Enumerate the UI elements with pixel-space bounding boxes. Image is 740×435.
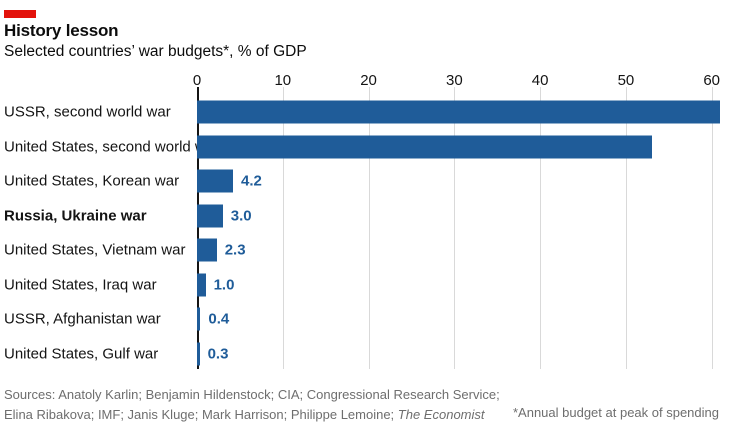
sources-economist-credit: The Economist — [397, 407, 485, 422]
plot-area — [197, 87, 720, 369]
x-axis-tick-labels: 0 10 20 30 40 50 60 — [0, 72, 740, 90]
bar-row: USSR, second world war — [0, 95, 740, 130]
value-label: 2.3 — [224, 241, 246, 259]
axis-tick-label: 30 — [446, 72, 463, 89]
gridline — [625, 87, 627, 369]
sources-note: Sources: Anatoly Karlin; Benjamin Hilden… — [4, 385, 500, 425]
bar-row: United States, Iraq war 1.0 — [0, 268, 740, 303]
category-label: United States, Vietnam war — [4, 241, 186, 259]
value-label: 0.4 — [208, 310, 230, 328]
sources-line2: Elina Ribakova; IMF; Janis Kluge; Mark H… — [4, 407, 398, 422]
gridline — [368, 87, 370, 369]
bar-row: United States, second world war — [0, 130, 740, 165]
chart-subtitle: Selected countries’ war budgets*, % of G… — [4, 43, 307, 60]
bar — [197, 273, 206, 297]
gridline — [282, 87, 284, 369]
bar — [197, 135, 652, 159]
bar-chart: USSR, second world war United States, sec… — [0, 95, 740, 371]
axis-tick-label: 50 — [617, 72, 635, 89]
bar-row: United States, Gulf war 0.3 — [0, 337, 740, 372]
bar — [197, 342, 200, 366]
axis-tick-label: 20 — [360, 72, 377, 89]
category-label: United States, Korean war — [4, 172, 180, 190]
bar-row: United States, Vietnam war 2.3 — [0, 233, 740, 268]
category-label: United States, second world war — [4, 138, 220, 156]
gridline — [540, 87, 542, 369]
sources-line1: Sources: Anatoly Karlin; Benjamin Hilden… — [4, 387, 500, 402]
bar — [197, 169, 234, 193]
bar-row: United States, Korean war 4.2 — [0, 164, 740, 199]
y-axis-line — [197, 87, 199, 369]
value-label: 4.2 — [241, 172, 262, 190]
axis-tick-label: 40 — [531, 72, 549, 89]
category-label: United States, Gulf war — [4, 345, 159, 363]
category-label: USSR, Afghanistan war — [4, 310, 161, 328]
value-label: 1.0 — [213, 276, 235, 294]
gridline — [454, 87, 456, 369]
category-label: Russia, Ukraine war — [4, 207, 147, 225]
bar — [197, 204, 223, 228]
category-label: USSR, second world war — [4, 103, 171, 121]
axis-tick-label: 60 — [703, 72, 721, 89]
economist-red-tab — [4, 10, 36, 18]
gridline — [711, 87, 713, 369]
value-label: 3.0 — [230, 207, 252, 225]
bar-row: USSR, Afghanistan war 0.4 — [0, 302, 740, 337]
axis-tick-label: 0 — [192, 72, 202, 89]
bar — [197, 307, 201, 331]
bar-row: Russia, Ukraine war 3.0 — [0, 199, 740, 234]
axis-tick-label: 10 — [274, 72, 292, 89]
category-label: United States, Iraq war — [4, 276, 157, 294]
bar — [197, 238, 217, 262]
chart-title: History lesson — [4, 21, 119, 40]
value-label: 0.3 — [207, 345, 229, 363]
bar — [197, 100, 721, 124]
footnote: *Annual budget at peak of spending — [512, 405, 719, 420]
